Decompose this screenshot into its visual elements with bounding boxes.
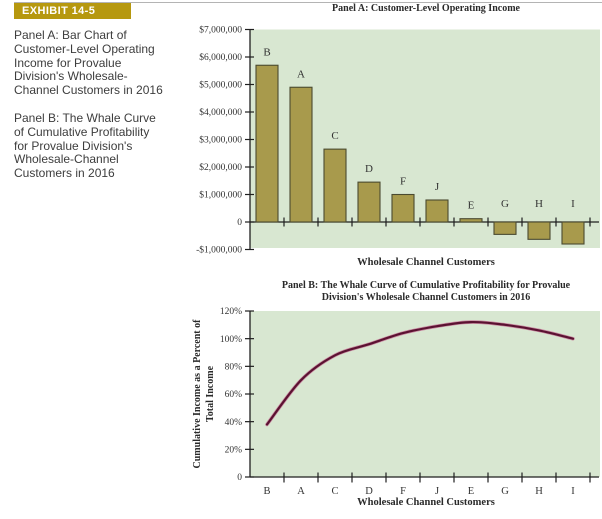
bar-A xyxy=(289,86,313,223)
bar-label-I: I xyxy=(571,198,575,210)
panel-b-title-line2: Division's Wholesale Channel Customers i… xyxy=(321,292,531,303)
exhibit-banner: EXHIBIT 14-5 xyxy=(14,3,131,19)
panel-b-x-axis-title: Wholesale Channel Customers xyxy=(357,497,495,508)
panel-b-title: Panel B: The Whale Curve of Cumulative P… xyxy=(250,280,602,304)
y-tick-label: 0 xyxy=(237,473,242,483)
y-tick-label: $3,000,000 xyxy=(199,135,242,146)
caption-panel-a: Panel A: Bar Chart of Customer-Level Ope… xyxy=(14,28,163,98)
bar-label-B: B xyxy=(263,46,270,58)
y-tick-label: -$1,000,000 xyxy=(196,245,242,256)
bar-I xyxy=(561,221,585,245)
panel-b-title-line1: Panel B: The Whale Curve of Cumulative P… xyxy=(281,280,571,291)
panel-b-plot-area xyxy=(250,311,600,477)
bar-label-F: F xyxy=(400,176,406,188)
category-label-I: I xyxy=(571,486,575,497)
category-label-A: A xyxy=(297,486,305,497)
category-label-B: B xyxy=(263,486,270,497)
bar-label-G: G xyxy=(501,198,509,210)
category-label-J: J xyxy=(435,486,439,497)
category-label-G: G xyxy=(501,486,509,497)
bar-D xyxy=(357,181,381,223)
bar-label-C: C xyxy=(331,130,338,142)
bar-F xyxy=(391,193,415,223)
y-tick-label: $7,000,000 xyxy=(199,25,242,36)
top-rule xyxy=(14,2,602,3)
category-label-H: H xyxy=(535,486,543,497)
bar-label-D: D xyxy=(365,163,373,175)
y-tick-label: 40% xyxy=(225,418,243,428)
bar-label-E: E xyxy=(468,200,475,212)
y-tick-label: 80% xyxy=(225,363,243,373)
y-tick-label: $1,000,000 xyxy=(199,190,242,201)
y-tick-label: $5,000,000 xyxy=(199,80,242,91)
bar-label-H: H xyxy=(535,198,543,210)
whale-curve xyxy=(265,320,575,426)
bar-J xyxy=(425,199,449,223)
category-label-E: E xyxy=(468,486,474,497)
y-tick-label: $2,000,000 xyxy=(199,162,242,173)
y-tick-label: 100% xyxy=(220,335,242,345)
panel-b-whale-curve-chart: 120% 100% 80% 60% 40% 20% 0 B A C D F J E G H I xyxy=(220,307,600,497)
bar-B xyxy=(255,64,279,223)
y-tick-label: $4,000,000 xyxy=(199,107,242,118)
bar-C xyxy=(323,148,347,223)
panel-a-x-axis-title: Wholesale Channel Customers xyxy=(357,257,495,268)
category-label-D: D xyxy=(365,486,373,497)
y-tick-label: 20% xyxy=(225,446,243,456)
panel-a-bar-chart: $7,000,000 $6,000,000 $5,000,000 $4,000,000… xyxy=(196,25,600,256)
bar-G xyxy=(493,221,517,235)
y-tick-label: $6,000,000 xyxy=(199,52,242,63)
bar-E xyxy=(459,218,483,223)
y-tick-label: 0 xyxy=(237,218,242,228)
category-label-C: C xyxy=(331,486,338,497)
y-tick-label: 120% xyxy=(220,307,242,317)
bar-label-J: J xyxy=(435,181,440,193)
bar-label-A: A xyxy=(297,68,305,80)
bar-H xyxy=(527,221,551,240)
panel-a-title: Panel A: Customer-Level Operating Income xyxy=(332,3,520,14)
caption-panel-b: Panel B: The Whale Curve of Cumulative P… xyxy=(14,111,156,181)
y-tick-label: 60% xyxy=(225,390,243,400)
category-label-F: F xyxy=(400,486,406,497)
